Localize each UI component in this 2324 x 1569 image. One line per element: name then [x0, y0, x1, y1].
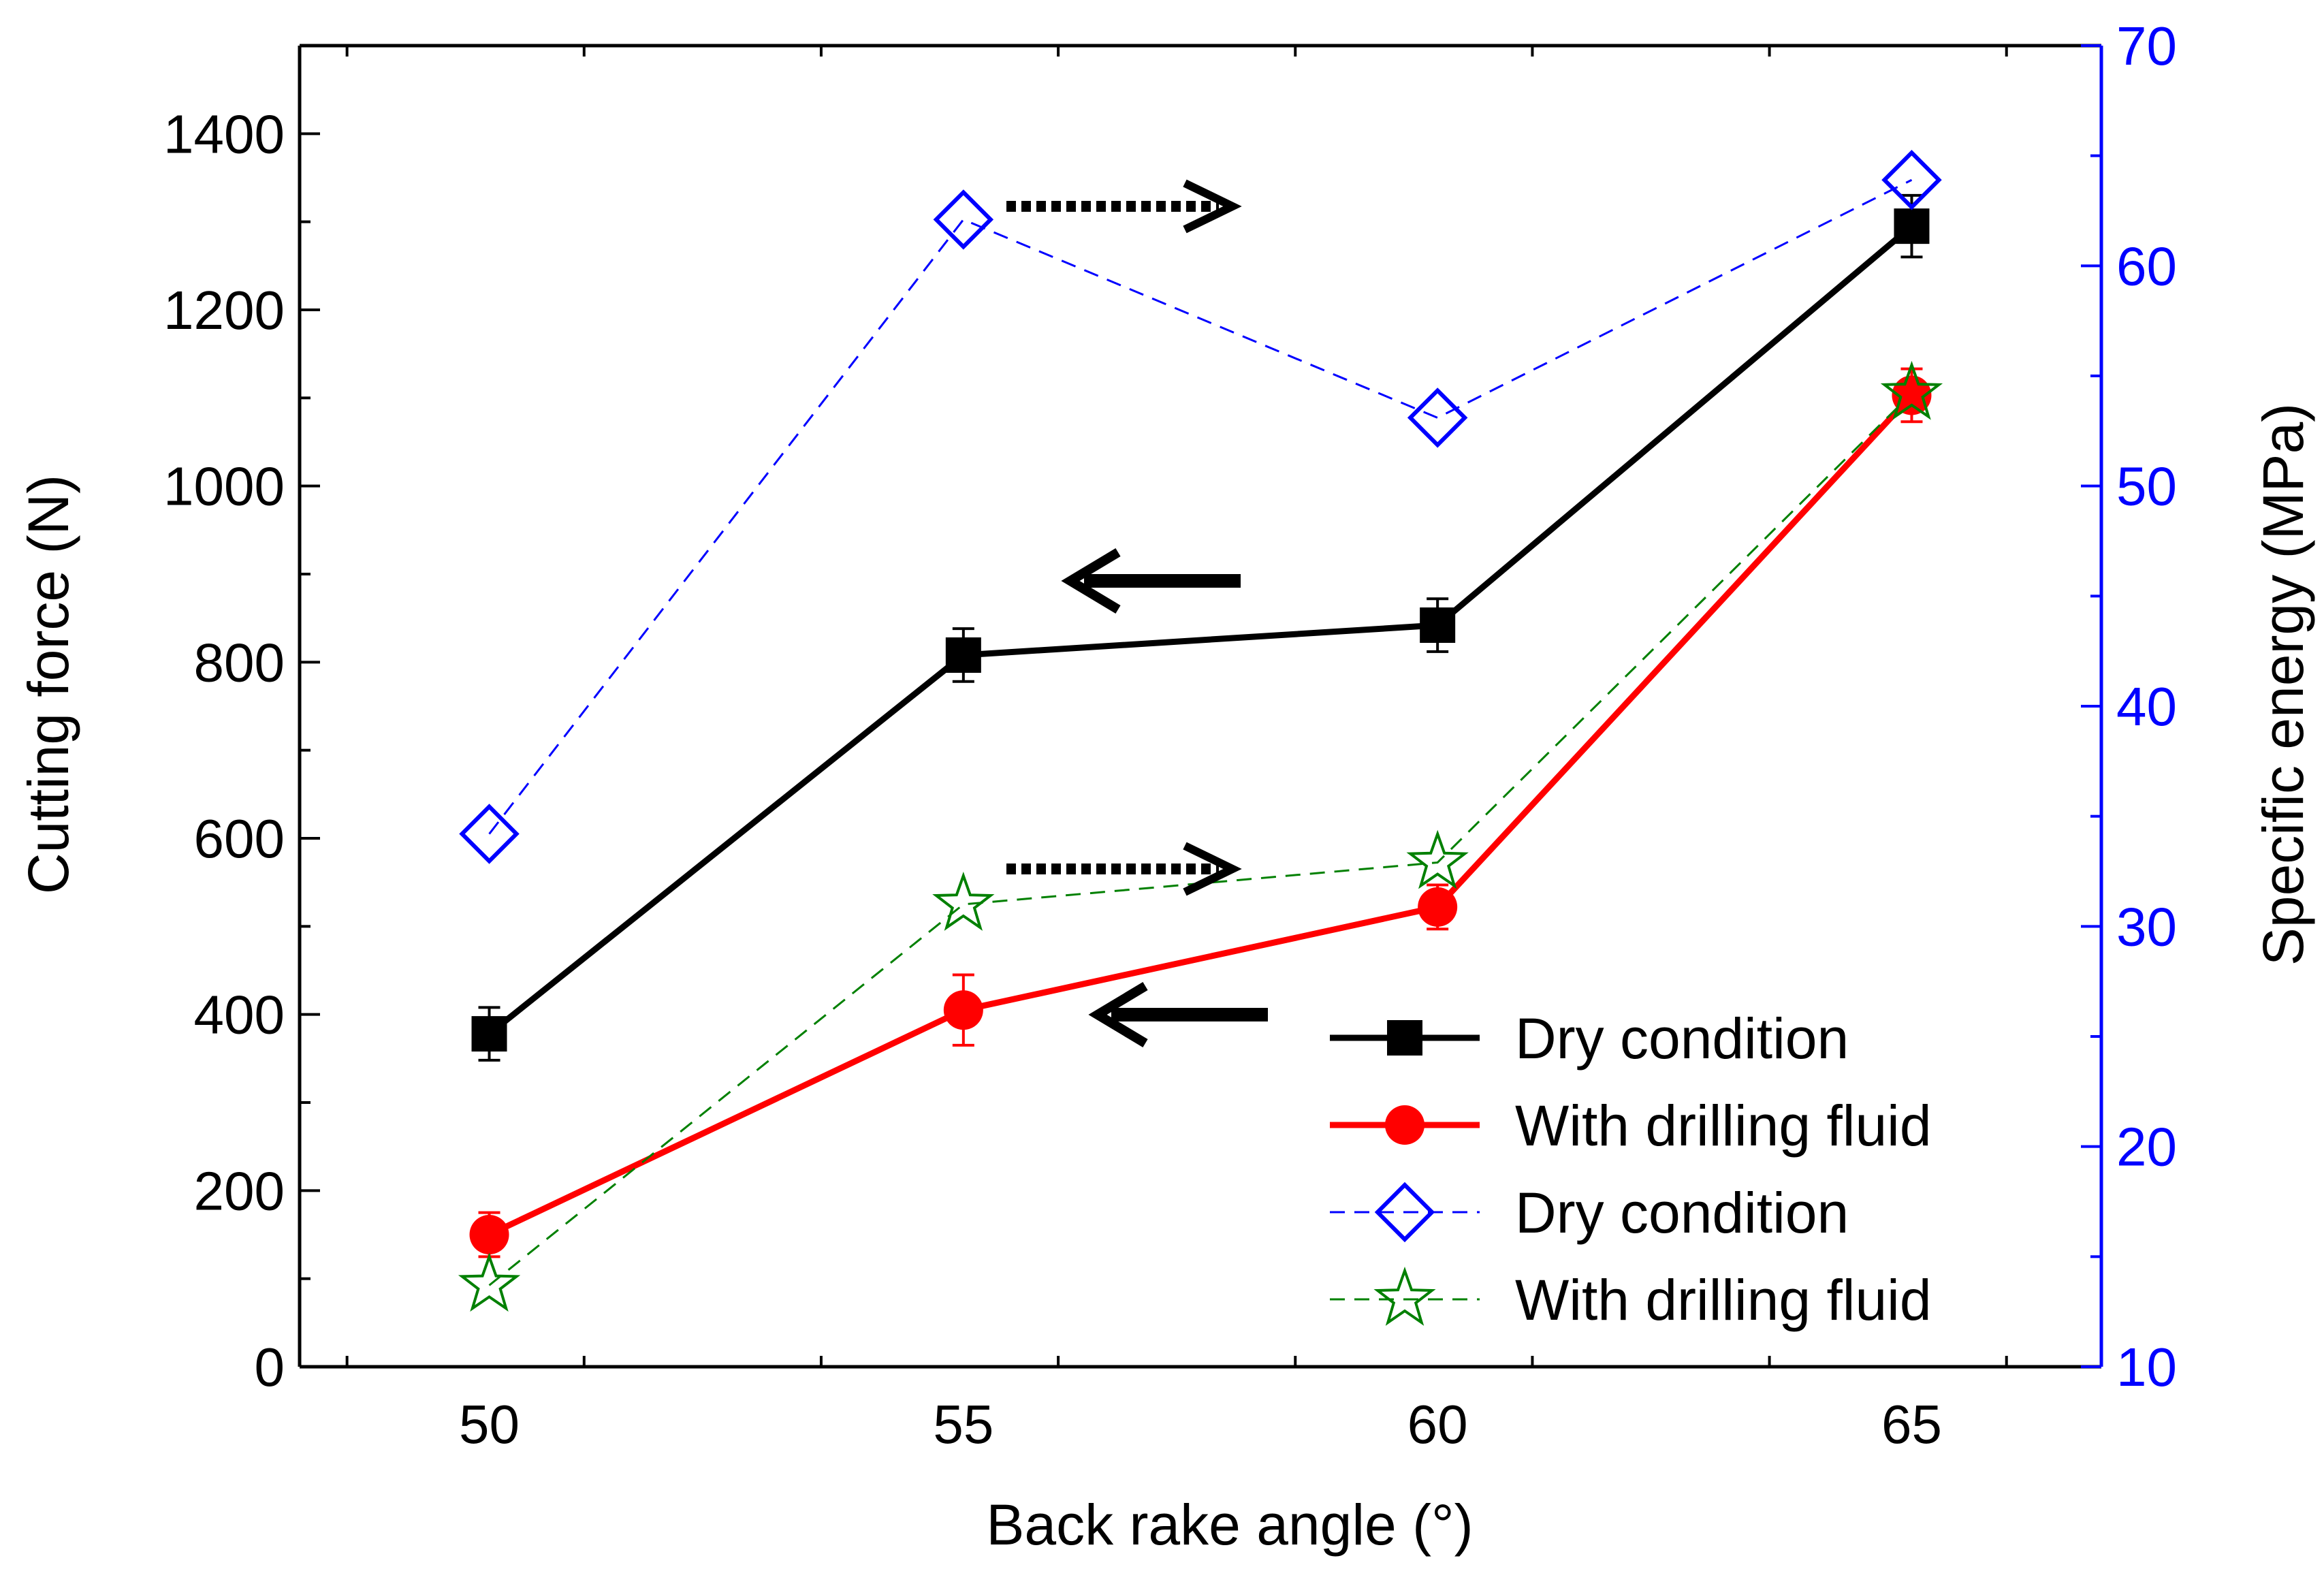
- data-point-star-3: [1880, 360, 1943, 420]
- x-tick-label: 55: [933, 1394, 993, 1455]
- legend: Dry condition With drilling fluid Dry cond…: [1330, 1007, 1932, 1332]
- y-left-tick-label: 1400: [163, 104, 285, 164]
- series-line-1: [488, 393, 1914, 1238]
- chart-marks: 50 55 60 65 0 200 400 600 800 1000 1200 1400 10 20 30 4…: [163, 16, 2177, 1455]
- series-line-0: [487, 223, 1914, 1036]
- annotation-arrow-dry-energy-head: [1183, 179, 1242, 234]
- data-point-diamond-2: [1407, 387, 1468, 448]
- legend-label: Dry condition: [1515, 1181, 1849, 1245]
- annotation-arrow-fluid-force-head: [1088, 981, 1148, 1048]
- y-left-tick-label: 800: [194, 632, 285, 693]
- data-point-circle-1: [943, 990, 983, 1030]
- y-left-tick-label: 1000: [163, 456, 285, 517]
- data-point-diamond-2: [459, 804, 520, 864]
- y-left-tick-label: 400: [194, 985, 285, 1045]
- y-left-tick-label: 0: [255, 1337, 285, 1397]
- y-right-tick-label: 10: [2116, 1337, 2177, 1397]
- y-right-tick-label: 30: [2116, 896, 2177, 957]
- y-right-tick-label: 60: [2116, 236, 2177, 296]
- data-point-star-3: [458, 1252, 521, 1312]
- y-right-tick-label: 70: [2116, 16, 2177, 76]
- legend-label: Dry condition: [1515, 1007, 1849, 1071]
- x-tick-label: 60: [1407, 1394, 1468, 1455]
- y-right-tick-label: 50: [2116, 456, 2177, 517]
- annotation-arrow-dry-force-head: [1061, 548, 1121, 614]
- data-point-circle-1: [469, 1215, 509, 1254]
- y-right-tick-label: 20: [2116, 1117, 2177, 1177]
- y-axis-title-left: Cutting force (N): [16, 475, 80, 894]
- data-point-circle-1: [1418, 887, 1458, 927]
- x-tick-label: 50: [459, 1394, 520, 1455]
- y-left-tick-label: 1200: [163, 280, 285, 340]
- x-tick-label: 65: [1881, 1394, 1942, 1455]
- legend-label: With drilling fluid: [1515, 1094, 1932, 1158]
- legend-marker-star: [1373, 1267, 1436, 1326]
- legend-label: With drilling fluid: [1515, 1268, 1932, 1332]
- data-point-diamond-2: [1881, 149, 1942, 210]
- annotation-arrow-fluid-energy-head: [1183, 842, 1242, 896]
- data-point-star-3: [932, 872, 995, 931]
- data-point-diamond-2: [933, 189, 994, 250]
- data-point-square-0: [1894, 208, 1930, 244]
- series-line-2: [488, 178, 1913, 835]
- y-left-tick-label: 200: [194, 1160, 285, 1221]
- data-point-square-0: [945, 637, 981, 673]
- data-point-square-0: [471, 1016, 507, 1052]
- y-axis-title-right: Specific energy (MPa): [2251, 403, 2315, 966]
- legend-marker-square: [1387, 1020, 1422, 1056]
- x-axis-title: Back rake angle (°): [986, 1493, 1473, 1557]
- y-left-tick-label: 600: [194, 808, 285, 869]
- data-point-square-0: [1420, 607, 1456, 644]
- legend-marker-diamond: [1374, 1182, 1435, 1243]
- y-right-tick-label: 40: [2116, 676, 2177, 737]
- legend-marker-circle: [1385, 1105, 1424, 1145]
- data-point-star-3: [1406, 829, 1469, 889]
